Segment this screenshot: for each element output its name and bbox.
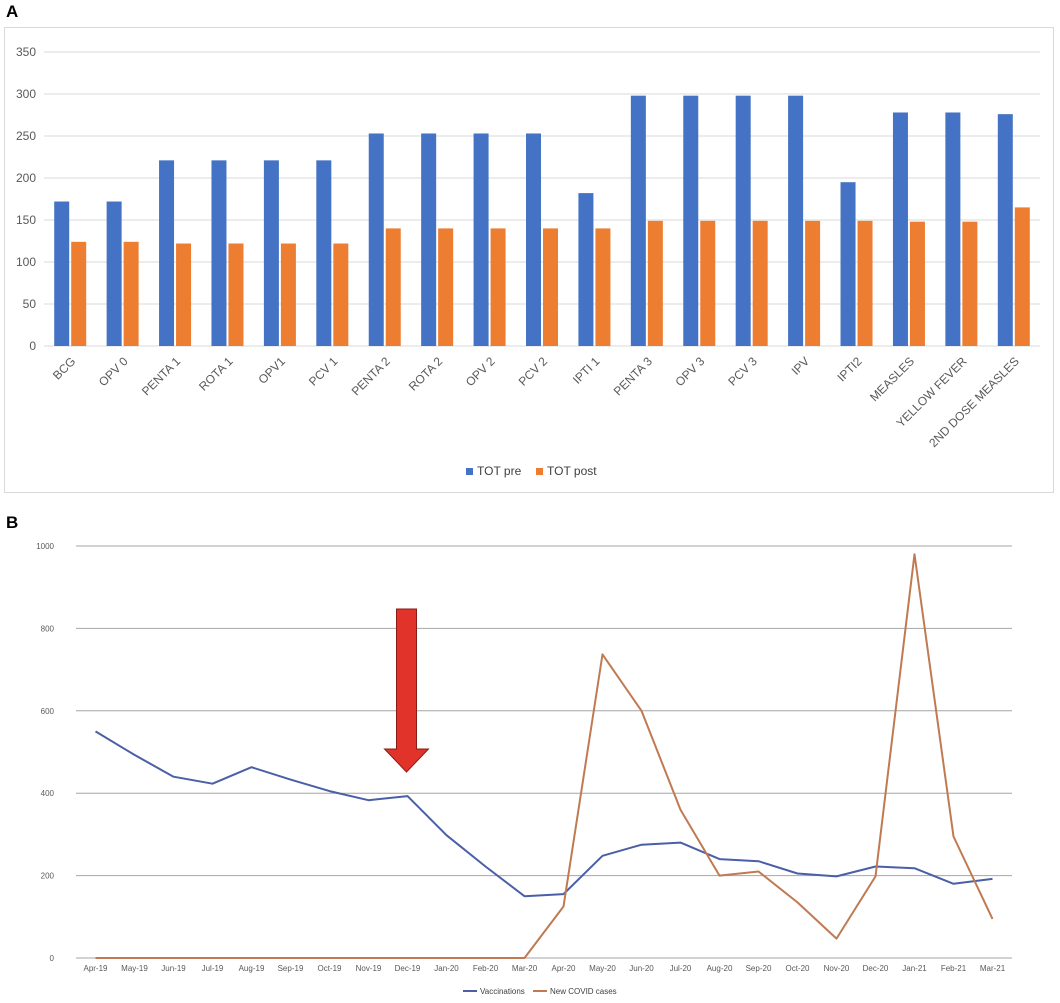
x-tick-label: Sep-20 (746, 964, 772, 973)
bar-post (543, 228, 558, 346)
bar-pre (263, 160, 279, 346)
y-tick-label: 100 (16, 255, 36, 269)
y-tick-label: 50 (23, 297, 37, 311)
red-arrow-annotation (383, 608, 430, 773)
bar-post (490, 228, 506, 346)
bar-pre (945, 112, 961, 346)
bar-pre (840, 182, 856, 346)
bar-post (752, 220, 768, 346)
bar-pre (735, 95, 751, 347)
x-tick-label: Jul-20 (670, 964, 692, 973)
bar-pre (630, 95, 646, 347)
x-tick-label: Dec-19 (395, 964, 421, 973)
legend-label: TOT post (547, 464, 597, 478)
x-tick-label: Jun-20 (629, 964, 654, 973)
bar-pre (316, 160, 332, 346)
x-tick-label: Aug-20 (707, 964, 733, 973)
y-tick-label: 300 (16, 87, 36, 101)
x-tick-label: Sep-19 (278, 964, 304, 973)
x-tick-label: Feb-21 (941, 964, 967, 973)
panel-b-label: B (6, 513, 19, 532)
bar-post (1014, 207, 1030, 346)
bar-pre (106, 201, 122, 346)
x-tick-label: Nov-20 (824, 964, 850, 973)
bar-post (280, 243, 296, 346)
bar-post (123, 241, 139, 346)
bar-post (176, 243, 192, 346)
y-tick-label: 1000 (36, 542, 54, 551)
bar-pre (788, 95, 804, 347)
y-tick-label: 0 (29, 339, 36, 353)
legend-label: Vaccinations (480, 987, 525, 996)
bar-pre (159, 160, 175, 346)
x-tick-label: May-20 (589, 964, 616, 973)
bar-pre (683, 95, 699, 347)
y-tick-label: 250 (16, 129, 36, 143)
bar-pre (997, 114, 1013, 346)
x-tick-label: Jun-19 (161, 964, 186, 973)
x-tick-label: Apr-20 (551, 964, 576, 973)
x-tick-label: Aug-19 (239, 964, 265, 973)
x-tick-label: Jan-21 (902, 964, 927, 973)
x-tick-label: May-19 (121, 964, 148, 973)
legend-label: TOT pre (477, 464, 522, 478)
vaccinations-line (94, 730, 993, 898)
x-tick-label: Oct-19 (317, 964, 342, 973)
y-tick-label: 200 (16, 171, 36, 185)
x-tick-label: Jan-20 (434, 964, 459, 973)
x-tick-label: Mar-20 (512, 964, 538, 973)
bar-post (438, 228, 454, 346)
bar-pre (421, 133, 437, 346)
bar-post (228, 243, 244, 346)
y-tick-label: 350 (16, 45, 36, 59)
bar-post (595, 228, 611, 346)
covid-cases-line (95, 553, 994, 959)
y-tick-label: 400 (41, 789, 55, 798)
y-tick-label: 0 (50, 954, 55, 963)
x-tick-label: Mar-21 (980, 964, 1006, 973)
bar-post (333, 243, 349, 346)
panel-a-frame (4, 27, 1054, 493)
bar-post (857, 220, 873, 346)
y-tick-label: 150 (16, 213, 36, 227)
x-tick-label: Apr-19 (83, 964, 108, 973)
legend-swatch (536, 468, 543, 475)
bar-pre (892, 112, 908, 346)
bar-post (962, 221, 978, 346)
y-tick-label: 200 (41, 872, 55, 881)
legend-swatch (466, 468, 473, 475)
x-tick-label: Nov-19 (356, 964, 382, 973)
bar-pre (368, 133, 384, 346)
y-tick-label: 600 (41, 707, 55, 716)
legend-label: New COVID cases (550, 987, 617, 996)
bar-post (385, 228, 401, 346)
x-tick-label: Dec-20 (863, 964, 889, 973)
bar-post (71, 241, 87, 346)
bar-pre (526, 133, 541, 346)
bar-pre (54, 201, 70, 346)
x-tick-label: Oct-20 (785, 964, 810, 973)
x-tick-label: Jul-19 (202, 964, 224, 973)
bar-pre (211, 160, 227, 346)
y-tick-label: 800 (41, 624, 55, 633)
bar-post (805, 220, 821, 346)
bar-pre (473, 133, 489, 346)
panel-a-label: A (6, 2, 19, 21)
bar-post (700, 220, 716, 346)
bar-post (909, 221, 925, 346)
bar-post (647, 220, 663, 346)
x-tick-label: Feb-20 (473, 964, 499, 973)
bar-pre (578, 193, 594, 346)
